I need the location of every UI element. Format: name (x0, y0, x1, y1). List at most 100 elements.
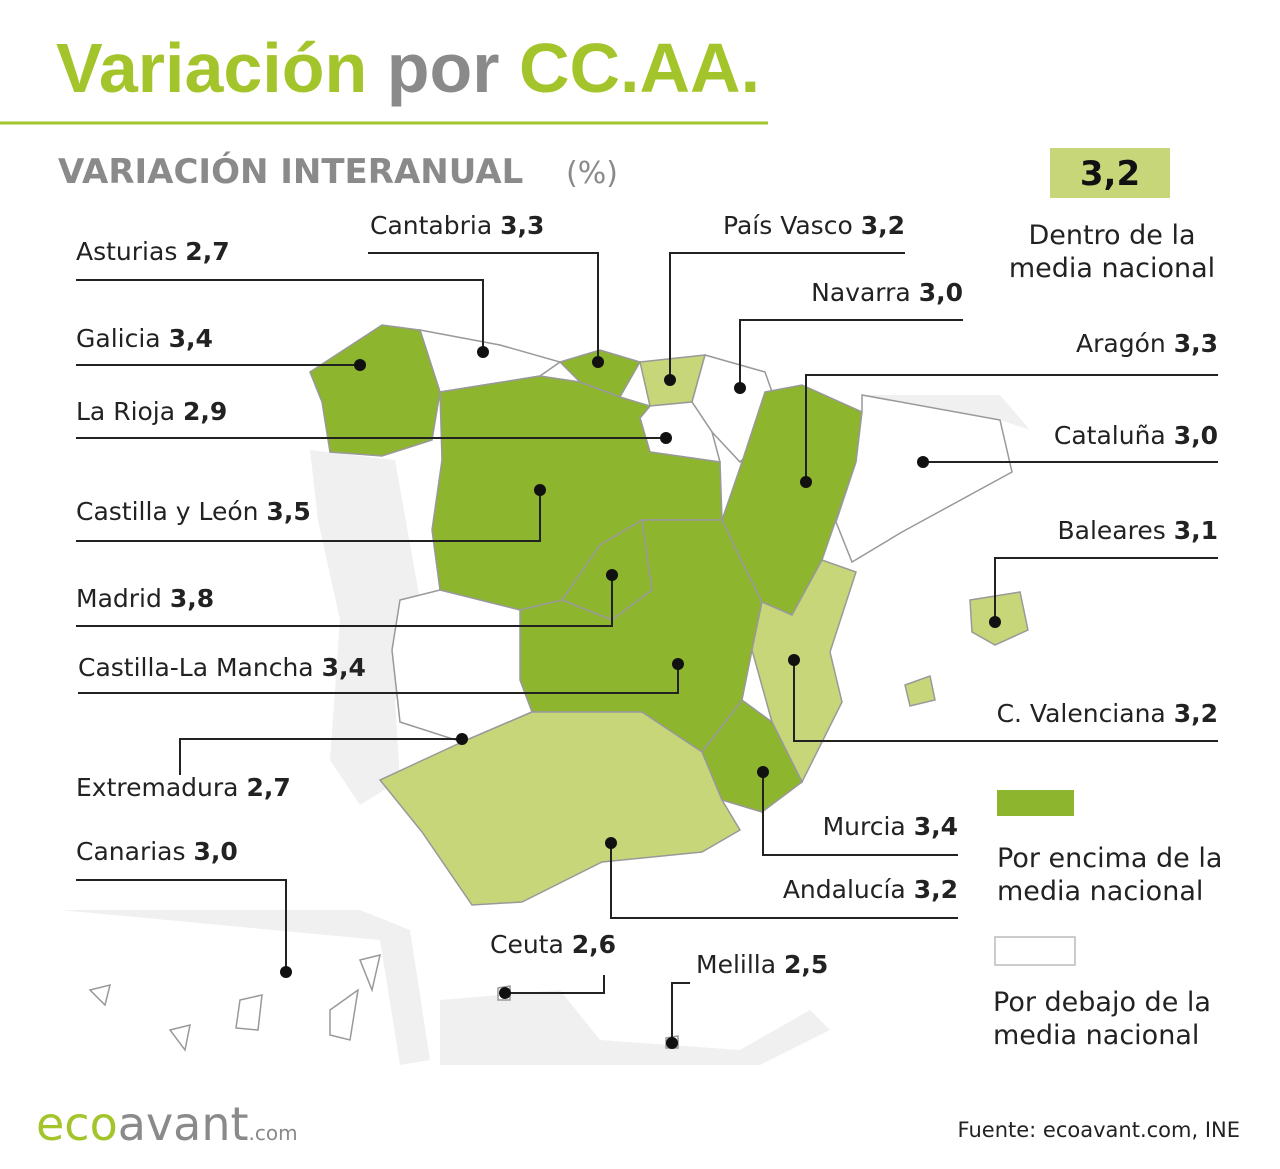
leader-dot (354, 359, 366, 371)
region-label: Aragón 3,3 (1076, 329, 1218, 358)
region-value: 3,0 (1174, 421, 1218, 450)
leader-line (669, 252, 905, 380)
leader-line (76, 279, 484, 352)
leader-line (179, 738, 462, 775)
subtitle: VARIACIÓN INTERANUAL (58, 151, 523, 192)
region-value: 3,5 (266, 497, 310, 526)
land (440, 990, 830, 1065)
region-label: Cataluña 3,0 (1054, 421, 1218, 450)
land (860, 395, 1030, 430)
region-label: Castilla y León 3,5 (76, 497, 311, 526)
region-label: Asturias 2,7 (76, 237, 230, 266)
leader-dot (757, 766, 769, 778)
leader-dot (800, 476, 812, 488)
leader-dot (672, 658, 684, 670)
region-value: 2,5 (784, 950, 828, 979)
region-value: 2,7 (246, 773, 290, 802)
logo-part: .com (249, 1121, 298, 1145)
region-name: Aragón (1076, 329, 1166, 358)
region-value: 3,4 (169, 324, 213, 353)
leader-dot (592, 356, 604, 368)
leader-dot (456, 733, 468, 745)
leader-dot (917, 456, 929, 468)
region-name: Ceuta (490, 930, 564, 959)
title-part: CC.AA. (519, 29, 760, 107)
region-label: Castilla-La Mancha 3,4 (78, 653, 366, 682)
region-name: Cataluña (1054, 421, 1166, 450)
legend-text: media nacional (1009, 253, 1215, 284)
legend-text: media nacional (993, 1020, 1199, 1051)
region-shape (378, 711, 742, 906)
leader-dot (989, 616, 1001, 628)
leader-dot (788, 654, 800, 666)
region-label: País Vasco 3,2 (723, 211, 905, 240)
leader-line (671, 982, 690, 1043)
region-name: C. Valenciana (997, 699, 1166, 728)
region-name: Asturias (76, 237, 177, 266)
region-label: Melilla 2,5 (696, 950, 828, 979)
region-label: Cantabria 3,3 (370, 211, 544, 240)
legend-swatch (997, 790, 1074, 816)
leader-line (805, 374, 1218, 482)
region-shape (391, 589, 533, 743)
region-label: Murcia 3,4 (823, 812, 958, 841)
region-value: 3,3 (1174, 329, 1218, 358)
region-value: 3,4 (914, 812, 958, 841)
region-shape (235, 994, 263, 1031)
legend-text: Por debajo de la (993, 987, 1211, 1018)
region-name: Madrid (76, 584, 162, 613)
region-name: Castilla y León (76, 497, 258, 526)
leader-line (739, 319, 963, 388)
leader-dot (664, 374, 676, 386)
region-name: Galicia (76, 324, 161, 353)
region-shape (358, 953, 382, 993)
regions (88, 324, 1029, 1052)
legend-text: media nacional (997, 876, 1203, 907)
region-name: Melilla (696, 950, 776, 979)
leader-line (762, 772, 958, 856)
region-name: La Rioja (76, 397, 175, 426)
background-land (60, 395, 1030, 1065)
land (310, 450, 420, 805)
region-shape (329, 988, 360, 1041)
labels: Asturias 2,7 Cantabria 3,3 País Vasco 3,2 N… (76, 211, 1218, 1049)
region-value: 3,8 (170, 584, 214, 613)
region-label: Madrid 3,8 (76, 584, 214, 613)
leader-line (994, 557, 1218, 622)
leader-line (76, 575, 613, 627)
region-name: Baleares (1057, 516, 1165, 545)
leader-dot (606, 569, 618, 581)
logo-part: eco (36, 1097, 118, 1151)
region-value: 3,0 (193, 837, 237, 866)
leader-line (76, 879, 287, 972)
leader-dot (280, 966, 292, 978)
region-label: C. Valenciana 3,2 (997, 699, 1218, 728)
leader-dot (605, 837, 617, 849)
region-label: Galicia 3,4 (76, 324, 213, 353)
region-value: 2,9 (183, 397, 227, 426)
region-name: Murcia (823, 812, 906, 841)
region-value: 2,6 (572, 930, 616, 959)
region-value: 3,3 (500, 211, 544, 240)
leader-dot (660, 432, 672, 444)
region-label: Navarra 3,0 (811, 278, 963, 307)
region-value: 3,2 (1174, 699, 1218, 728)
region-label: La Rioja 2,9 (76, 397, 227, 426)
region-shape (904, 675, 936, 707)
region-value: 3,0 (919, 278, 963, 307)
region-shape (835, 394, 1013, 564)
legend-text: Por encima de la (997, 843, 1222, 874)
region-name: Cantabria (370, 211, 492, 240)
region-shape (309, 324, 441, 457)
region-name: País Vasco (723, 211, 853, 240)
region-value: 3,2 (914, 875, 958, 904)
source: Fuente: ecoavant.com, INE (958, 1118, 1240, 1142)
leader-line (368, 252, 599, 362)
leader-line (793, 660, 1218, 742)
logo-part: avant (118, 1097, 249, 1151)
land (60, 910, 430, 1065)
leader-line (610, 843, 958, 919)
region-shape (751, 559, 857, 784)
